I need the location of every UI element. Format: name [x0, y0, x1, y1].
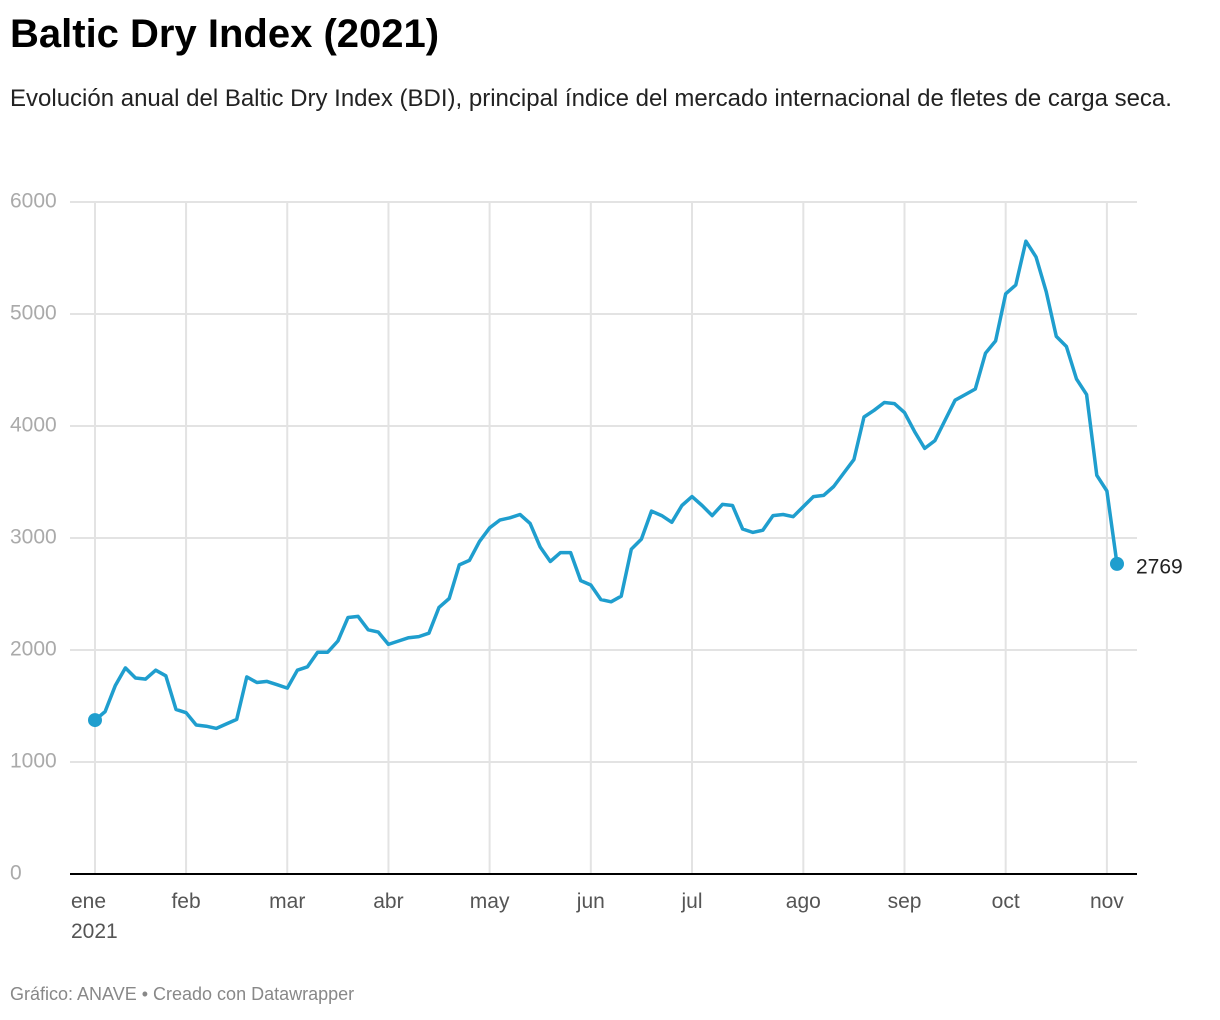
start-dot	[88, 713, 102, 728]
y-tick-label: 3000	[10, 526, 57, 549]
x-tick-label: jul	[681, 890, 703, 913]
x-tick-label: sep	[887, 890, 922, 913]
line-series	[93, 239, 1119, 731]
x-tick-label: ago	[785, 890, 821, 913]
x-tick-label: abr	[373, 890, 404, 913]
end-label: 2769	[1136, 555, 1183, 578]
end-dot	[1110, 556, 1124, 571]
y-tick-label: 6000	[10, 190, 57, 213]
y-tick-label: 1000	[10, 750, 57, 773]
y-tick-label: 0	[10, 862, 22, 885]
x-tick-label: jun	[576, 890, 605, 913]
y-tick-label: 2000	[10, 638, 57, 661]
x-tick-label: mar	[269, 890, 306, 913]
x-tick-label: oct	[991, 890, 1020, 913]
footer: Gráfico: ANAVE • Creado con Datawrapper	[10, 984, 355, 1004]
x-tick-label: may	[469, 890, 510, 913]
chart-subtitle: Evolución anual del Baltic Dry Index (BD…	[10, 85, 1172, 112]
y-tick-label: 4000	[10, 414, 57, 437]
x-tick-label: feb	[171, 890, 201, 913]
y-tick-label: 5000	[10, 302, 57, 325]
chart-title: Baltic Dry Index (2021)	[10, 12, 440, 56]
x-tick-label: nov	[1089, 890, 1124, 913]
x-tick-label: ene 2021	[71, 890, 118, 943]
